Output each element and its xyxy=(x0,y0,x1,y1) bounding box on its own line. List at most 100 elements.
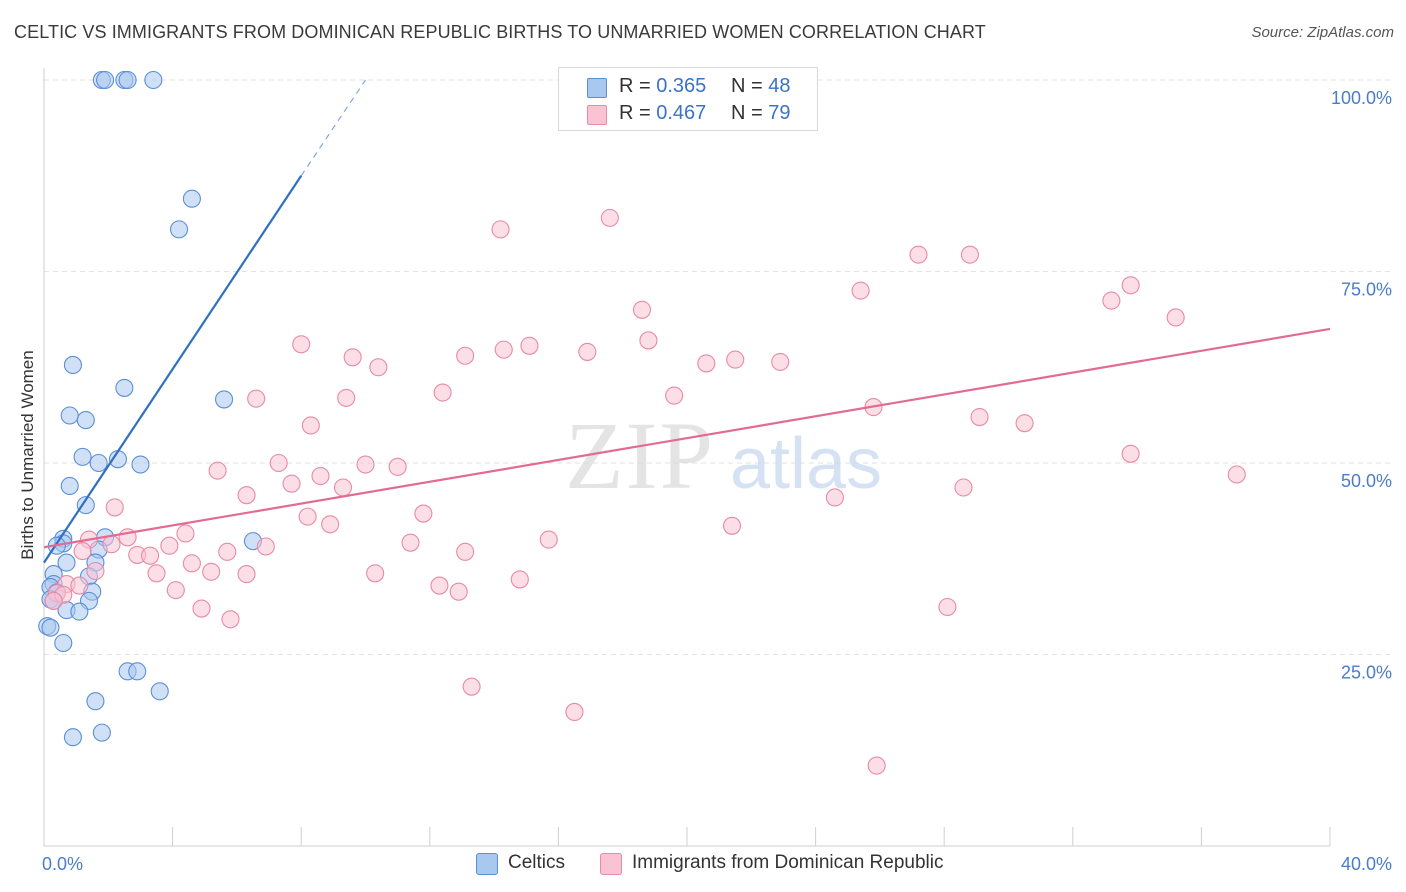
point-dominican-12 xyxy=(520,336,539,355)
point-dominican-37 xyxy=(954,478,973,497)
y-axis-label: Births to Unmarried Women xyxy=(18,350,37,559)
point-dominican-19 xyxy=(771,352,790,371)
point-dominican-8 xyxy=(632,300,652,319)
point-celtics-12 xyxy=(73,447,92,466)
point-celtics-45 xyxy=(63,728,82,747)
point-dominican-61 xyxy=(202,562,221,581)
point-celtics-36 xyxy=(70,602,89,621)
point-dominican-15 xyxy=(343,348,362,367)
point-dominican-17 xyxy=(697,354,716,373)
point-dominican-38 xyxy=(237,486,256,505)
point-celtics-44 xyxy=(92,723,111,742)
point-celtics-11 xyxy=(76,411,95,430)
point-dominican-51 xyxy=(539,530,558,549)
point-dominican-76 xyxy=(462,677,481,696)
point-celtics-9 xyxy=(214,390,234,409)
point-celtics-16 xyxy=(60,476,79,496)
point-dominican-33 xyxy=(1227,465,1246,484)
point-dominican-67 xyxy=(430,576,449,595)
source-credit: Source: ZipAtlas.com xyxy=(1251,24,1394,41)
point-dominican-28 xyxy=(1121,444,1140,463)
point-celtics-17 xyxy=(76,496,95,515)
point-dominican-6 xyxy=(1102,291,1121,310)
point-celtics-1 xyxy=(96,70,115,90)
point-celtics-8 xyxy=(115,378,134,397)
legend-r-celtics: R = 0.365 xyxy=(619,75,707,97)
point-dominican-56 xyxy=(141,546,160,565)
point-dominican-73 xyxy=(192,599,211,618)
legend-stats: R = 0.365 N = 48 R = 0.467 N = 79 xyxy=(558,67,818,131)
legend-n-dominican: N = 79 xyxy=(731,102,791,124)
trend-line-celtics xyxy=(43,175,303,564)
point-celtics-7 xyxy=(63,355,82,375)
point-celtics-39 xyxy=(54,633,73,653)
point-dominican-64 xyxy=(510,570,529,589)
point-dominican-10 xyxy=(456,346,475,365)
trend-line-dominican xyxy=(43,327,1331,549)
point-dominican-58 xyxy=(182,554,201,573)
point-dominican-30 xyxy=(356,455,375,474)
point-celtics-10 xyxy=(60,406,79,425)
point-dominican-29 xyxy=(269,453,288,473)
point-dominican-31 xyxy=(388,457,407,476)
point-dominican-60 xyxy=(147,564,166,583)
point-dominican-36 xyxy=(333,478,353,497)
axes xyxy=(43,68,1331,847)
point-dominican-50 xyxy=(401,533,420,552)
point-dominican-21 xyxy=(337,388,356,407)
point-dominican-44 xyxy=(722,516,742,535)
point-dominican-42 xyxy=(298,507,317,526)
point-dominican-53 xyxy=(73,542,92,561)
point-dominican-69 xyxy=(449,582,468,601)
y-tick-label-25: 25.0% xyxy=(1341,663,1392,683)
point-dominican-26 xyxy=(1015,414,1034,433)
point-dominican-57 xyxy=(456,542,475,561)
point-dominican-1 xyxy=(600,208,619,227)
point-celtics-41 xyxy=(128,662,147,681)
point-dominican-66 xyxy=(70,576,89,595)
x-tick-label-min: 0.0% xyxy=(42,854,83,874)
bottom-legend-label-celtics: Celtics xyxy=(508,852,566,873)
point-dominican-54 xyxy=(218,542,237,561)
point-dominican-49 xyxy=(160,536,179,555)
point-celtics-4 xyxy=(144,70,163,90)
point-dominican-20 xyxy=(433,383,452,402)
point-dominican-5 xyxy=(1121,276,1140,295)
legend-n-celtics: N = 48 xyxy=(731,75,791,97)
point-dominican-16 xyxy=(369,358,388,377)
bottom-legend-swatch-dominican xyxy=(600,853,622,875)
point-dominican-68 xyxy=(166,581,185,600)
point-dominican-62 xyxy=(237,565,256,584)
point-dominican-41 xyxy=(414,504,433,523)
bottom-legend-label-dominican: Immigrants from Dominican Republic xyxy=(632,852,944,873)
point-dominican-14 xyxy=(639,331,658,350)
point-dominican-32 xyxy=(208,461,227,480)
point-dominican-2 xyxy=(909,245,928,264)
point-dominican-9 xyxy=(292,335,311,354)
point-dominican-13 xyxy=(578,342,597,361)
chart-title: CELTIC VS IMMIGRANTS FROM DOMINICAN REPU… xyxy=(14,22,986,42)
trend-lines xyxy=(43,79,1331,564)
point-dominican-7 xyxy=(1166,308,1185,327)
point-dominican-59 xyxy=(86,561,105,581)
point-dominican-40 xyxy=(105,498,124,517)
point-dominican-23 xyxy=(665,386,684,405)
point-dominican-0 xyxy=(491,220,510,239)
point-dominican-77 xyxy=(565,702,584,722)
legend-r-dominican: R = 0.467 xyxy=(619,102,707,124)
point-celtics-38 xyxy=(41,618,60,637)
point-celtics-43 xyxy=(86,692,105,711)
point-celtics-24 xyxy=(57,553,76,572)
legend-swatch-celtics xyxy=(587,78,607,98)
x-tick-label-max: 40.0% xyxy=(1341,854,1392,874)
point-dominican-43 xyxy=(321,515,340,534)
point-dominican-72 xyxy=(44,591,63,610)
trend-line-celtics-extension xyxy=(300,79,366,177)
point-dominican-34 xyxy=(311,466,330,486)
y-tick-label-100: 100.0% xyxy=(1331,88,1392,108)
y-tick-label-50: 50.0% xyxy=(1341,471,1392,491)
point-dominican-45 xyxy=(176,524,195,543)
point-dominican-75 xyxy=(938,597,957,617)
point-dominican-52 xyxy=(256,537,275,556)
